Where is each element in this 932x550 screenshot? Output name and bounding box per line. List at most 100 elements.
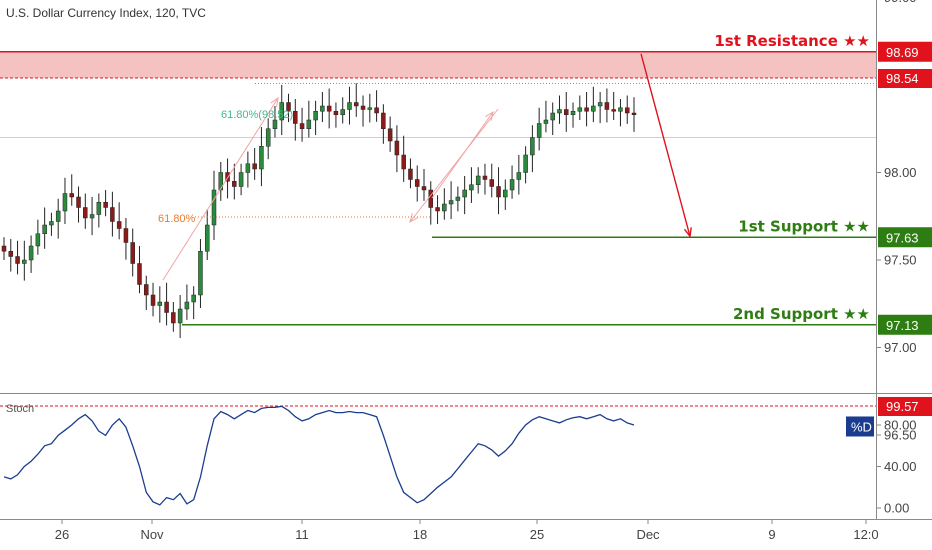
candle-up [35, 233, 41, 247]
time-axis-tick: 9 [768, 527, 775, 542]
candle-up [550, 112, 555, 121]
1st-resistance-price-box [878, 41, 932, 62]
candle-up [340, 109, 345, 115]
fib-arrow-down-head [409, 213, 419, 224]
time-axis-tick: 18 [413, 527, 427, 542]
fib-arrow-up-2-head [485, 110, 494, 121]
candle-up [28, 245, 34, 261]
stoch-axis-tick: 40.00 [884, 459, 917, 474]
candle-down [482, 175, 488, 180]
candle-up [62, 193, 68, 212]
candle-up [462, 189, 467, 198]
fib-arrow-up-2 [431, 111, 494, 199]
1st-resistance-label: 1st Resistance ★★ [714, 32, 870, 50]
fib-arrow-up [162, 97, 279, 281]
1st-support-price-value: 97.63 [886, 230, 919, 245]
candle-down [387, 128, 393, 142]
candle-down [137, 263, 142, 285]
time-axis-tick: Nov [140, 527, 164, 542]
candle-up [570, 111, 576, 115]
candle-up [211, 189, 217, 226]
candle-down [333, 111, 339, 115]
candle-down [496, 186, 501, 198]
candle-up [42, 224, 47, 234]
fib-arrow-down [409, 108, 499, 223]
candle-up [591, 105, 596, 112]
candle-up [320, 105, 325, 112]
stoch-overbought-box [878, 397, 932, 416]
candle-down [252, 163, 257, 170]
1st-resistance-price-value: 98.69 [886, 45, 919, 60]
price-axis-tick: 96.50 [884, 428, 917, 443]
candle-up [367, 107, 373, 110]
candle-up [177, 308, 183, 324]
candle-up [218, 172, 224, 191]
candle-up [455, 196, 461, 201]
candle-down [631, 112, 637, 115]
candle-up [49, 221, 54, 226]
chart-title: U.S. Dollar Currency Index, 120, TVC [6, 6, 206, 20]
time-axis-tick: 12:0 [853, 527, 878, 542]
candle-down [8, 251, 14, 257]
2nd-support-price-value: 97.13 [886, 318, 919, 333]
candle-down [293, 111, 298, 124]
candle-up [475, 175, 481, 185]
fib-label-upper: 61.80%(98.52) [221, 109, 293, 121]
fib-arrow-up-head [270, 96, 279, 107]
price-axis-tick: 99.00 [884, 0, 917, 5]
time-axis-tick: 11 [295, 527, 309, 542]
candle-up [265, 128, 271, 147]
candle-up [96, 202, 102, 215]
candle-down [489, 179, 494, 187]
candle-up [503, 189, 508, 198]
price-axis-tick: 97.00 [884, 340, 917, 355]
candle-up [89, 214, 95, 219]
candle-down [408, 168, 413, 180]
candle-down [110, 207, 115, 222]
candle-up [469, 184, 474, 191]
candle-up [597, 102, 603, 107]
candle-up [22, 259, 27, 264]
candle-up [448, 200, 454, 205]
candle-up [259, 146, 264, 170]
fib-label-lower: 61.80% [158, 213, 196, 225]
candle-down [123, 228, 129, 243]
candle-up [618, 107, 623, 112]
price-axis-tick: 98.00 [884, 165, 917, 180]
candle-down [116, 221, 122, 229]
projection-arrow-head [683, 227, 692, 238]
candle-down [69, 193, 74, 198]
candle-down [421, 186, 427, 191]
candle-up [204, 224, 210, 252]
candle-down [130, 242, 135, 264]
candle-down [286, 102, 291, 112]
candle-down [401, 154, 406, 170]
candle-down [326, 105, 332, 112]
candle-down [414, 179, 420, 187]
candle-down [225, 172, 230, 182]
candle-down [435, 207, 440, 212]
1st-support-label: 1st Support ★★ [738, 217, 870, 235]
candle-down [164, 301, 169, 313]
time-axis-tick: Dec [636, 527, 660, 542]
candle-down [564, 109, 569, 115]
stoch-label: Stoch [6, 403, 34, 415]
candle-down [76, 196, 81, 208]
candle-up [238, 172, 244, 187]
projection-arrow [640, 53, 691, 237]
candle-up [536, 123, 542, 138]
candle-down [624, 107, 630, 114]
candle-up [557, 109, 562, 114]
candle-down [584, 107, 589, 112]
candle-up [516, 172, 522, 180]
candle-down [394, 140, 400, 156]
candles [1, 83, 637, 339]
candle-down [171, 312, 176, 324]
candle-up [543, 119, 549, 124]
candle-up [509, 179, 515, 191]
candle-down [360, 105, 366, 110]
candle-down [144, 284, 149, 296]
time-axis-tick: 26 [55, 527, 69, 542]
